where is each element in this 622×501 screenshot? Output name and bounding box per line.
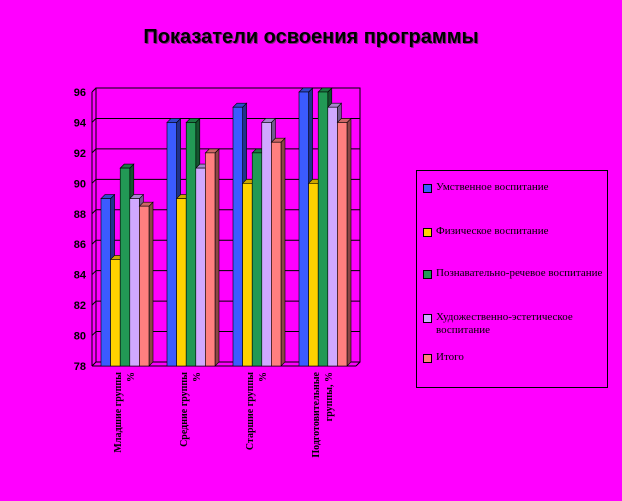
bar-front: [185, 122, 197, 367]
x-axis-labels: Младшие группы% Средние группы% Старшие гр…: [113, 371, 335, 457]
legend-label: Умственное воспитание: [436, 181, 549, 193]
legend-item: Познавательно-речевое воспитание: [423, 267, 605, 280]
y-tick-label: 90: [74, 178, 86, 190]
legend-label: Познавательно-речевое воспитание: [436, 267, 603, 279]
bar-front: [166, 122, 177, 367]
bar-front: [327, 106, 338, 367]
bar-front: [139, 205, 150, 367]
x-tick-label: Средние группы%: [179, 372, 203, 447]
legend: Умственное воспитание Физическое воспитан…: [416, 170, 608, 388]
chart-title: Показатели освоения программы: [143, 26, 479, 48]
x-tick-label: Старшие группы%: [245, 372, 269, 450]
bar-front: [129, 198, 140, 367]
bar-front: [232, 106, 243, 367]
y-tick-label: 82: [74, 300, 86, 312]
bar-front: [261, 122, 272, 367]
bar: [336, 117, 352, 367]
bar-front: [110, 259, 121, 367]
y-tick-label: 80: [74, 331, 86, 343]
bar-front: [308, 183, 319, 367]
floor-edge: [355, 361, 361, 367]
y-tick-label: 84: [74, 270, 87, 282]
bars: [100, 87, 352, 367]
grid-line-diag: [91, 148, 97, 154]
bar: [138, 201, 154, 367]
bar-side: [346, 117, 352, 367]
grid-line-diag: [91, 118, 97, 123]
grid-line-diag: [91, 270, 97, 276]
bar-front: [317, 91, 329, 367]
bar-front: [271, 141, 282, 367]
bar-front: [337, 122, 348, 367]
bar-front: [298, 91, 309, 367]
legend-swatch: [423, 354, 432, 363]
bar-front: [205, 152, 216, 367]
legend-item: Умственное воспитание: [423, 181, 605, 194]
y-tick-label: 88: [74, 209, 86, 221]
bar: [270, 137, 286, 367]
grid-line-diag: [91, 361, 97, 367]
bar-front: [195, 167, 206, 367]
x-tick-label: Подготовительные группы, %: [311, 371, 335, 457]
y-axis-ticks: 78 80 82 84 86 88 90 92 94 96: [74, 87, 87, 373]
bar-front: [242, 183, 253, 367]
grid-line-diag: [91, 331, 97, 336]
legend-label: Физическое воспитание: [436, 225, 549, 237]
bar-front: [176, 198, 187, 367]
y-tick-label: 94: [74, 117, 87, 129]
bar-front: [100, 198, 111, 367]
grid-line-diag: [91, 300, 97, 306]
legend-swatch: [423, 184, 432, 193]
y-tick-label: 86: [74, 239, 86, 251]
legend-swatch: [423, 228, 432, 237]
legend-item: Физическое воспитание: [423, 225, 605, 238]
x-tick-label: Младшие группы%: [113, 372, 137, 453]
legend-label: Художественно-эстетическое воспитание: [436, 311, 573, 336]
legend-swatch: [423, 270, 432, 279]
bar-side: [148, 201, 154, 367]
grid-line-diag: [91, 209, 97, 215]
legend-swatch: [423, 314, 432, 323]
bar-front: [251, 152, 263, 367]
bar-front: [119, 167, 131, 367]
y-tick-label: 78: [74, 361, 86, 373]
legend-item: Итого: [423, 351, 605, 364]
y-tick-label: 96: [74, 87, 86, 99]
legend-label: Итого: [436, 351, 464, 363]
grid-line-diag: [91, 239, 97, 245]
grid-line-diag: [91, 178, 97, 184]
grid-line-diag: [91, 87, 97, 93]
bar: [204, 148, 220, 367]
bar-side: [280, 137, 286, 367]
y-tick-label: 92: [74, 148, 86, 160]
bar-side: [214, 148, 220, 367]
legend-item: Художественно-эстетическое воспитание: [423, 311, 605, 337]
